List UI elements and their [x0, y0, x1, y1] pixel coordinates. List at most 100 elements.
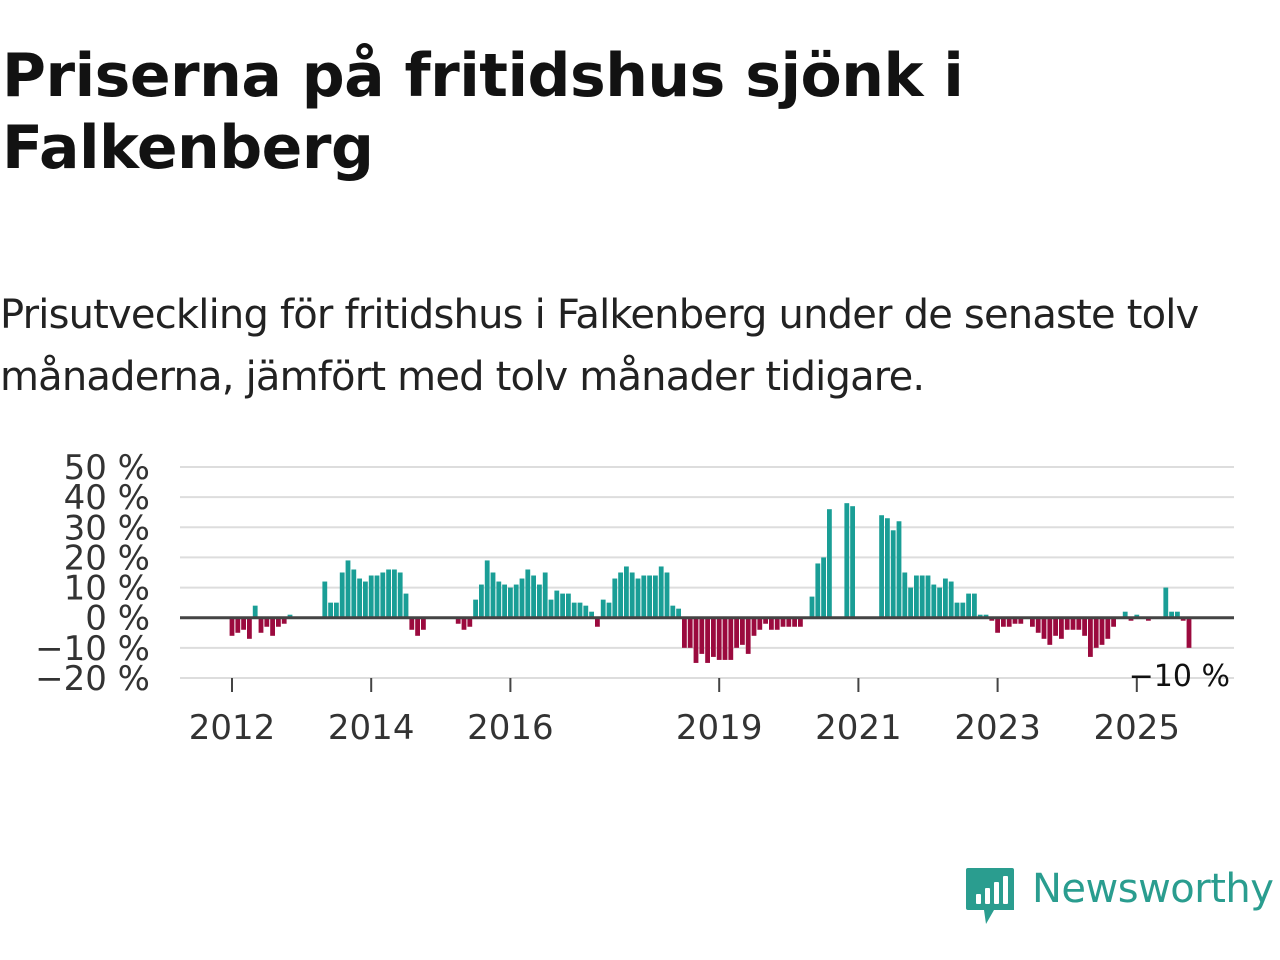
- bar: [1001, 617, 1006, 627]
- bar: [1134, 614, 1140, 618]
- bar: [1088, 617, 1093, 657]
- chart-title: Priserna på fritidshus sjönk i Falkenber…: [2, 41, 964, 183]
- bar: [919, 575, 925, 618]
- bar: [473, 599, 478, 618]
- bar: [502, 584, 507, 618]
- bar: [484, 560, 490, 618]
- bar: [490, 572, 496, 618]
- bar: [1006, 617, 1012, 627]
- bar: [415, 617, 420, 636]
- last-value-annotation: −10 %: [1129, 659, 1230, 694]
- bar: [606, 602, 612, 618]
- bar: [247, 617, 252, 639]
- bar: [276, 617, 281, 627]
- bar: [699, 617, 705, 654]
- x-tick-label: 2025: [1094, 708, 1181, 748]
- bar: [241, 617, 246, 630]
- bar: [844, 503, 850, 618]
- bars: [229, 503, 1192, 663]
- bar: [589, 611, 594, 618]
- bar: [496, 581, 502, 618]
- bar: [519, 578, 525, 618]
- bar: [879, 515, 884, 618]
- y-tick-label: −10 %: [35, 629, 150, 669]
- bar: [728, 617, 734, 660]
- bar: [1076, 617, 1082, 630]
- bar: [937, 587, 942, 618]
- bar: [322, 581, 328, 618]
- bar: [705, 617, 710, 663]
- bar: [751, 617, 757, 636]
- bar: [363, 581, 368, 618]
- bar: [977, 614, 983, 618]
- bar: [537, 584, 542, 618]
- y-tick-label: 50 %: [64, 448, 150, 488]
- bar: [1082, 617, 1087, 636]
- bar: [734, 617, 739, 648]
- bar: [914, 575, 919, 618]
- bar: [1012, 617, 1018, 624]
- bar: [392, 569, 397, 618]
- bar: [827, 509, 832, 618]
- bar: [1169, 611, 1174, 618]
- bar: [1041, 617, 1047, 639]
- bar: [252, 605, 258, 618]
- bar: [1047, 617, 1053, 645]
- bar: [374, 575, 380, 618]
- x-tick-label: 2012: [189, 708, 276, 748]
- bar: [1093, 617, 1099, 648]
- bar: [386, 569, 391, 618]
- bar: [931, 584, 937, 618]
- bar: [258, 617, 264, 633]
- bar: [722, 617, 728, 660]
- bar: [1059, 617, 1064, 639]
- bar: [571, 602, 577, 618]
- bar: [908, 587, 913, 618]
- bar: [740, 617, 745, 645]
- bar: [264, 617, 270, 627]
- bar: [479, 584, 484, 618]
- bar: [676, 608, 681, 618]
- bar: [1030, 617, 1035, 627]
- bar: [670, 605, 676, 618]
- bar: [809, 596, 815, 618]
- bar: [774, 617, 780, 630]
- bar: [583, 605, 589, 618]
- bar: [792, 617, 797, 627]
- bar: [595, 617, 600, 627]
- x-axis: 2012 2014 2016 2019 2021 2023 2025: [189, 678, 1180, 748]
- bar: [658, 566, 664, 618]
- bar: [989, 617, 995, 621]
- bar: [1035, 617, 1041, 633]
- bar: [850, 506, 855, 618]
- bar: [281, 617, 287, 624]
- bar-chart: 50 %40 %30 %20 %10 %0 %−10 %−20 % 2012 20…: [35, 448, 1234, 748]
- bar: [815, 563, 821, 618]
- bar: [954, 602, 960, 618]
- bar: [1163, 587, 1169, 618]
- bar: [513, 584, 519, 618]
- chart-subtitle: Prisutveckling för fritidshus i Falkenbe…: [0, 292, 1199, 400]
- annotation: −10 %: [1129, 659, 1230, 694]
- bar: [925, 575, 931, 618]
- bar: [577, 602, 583, 618]
- bar: [339, 572, 345, 618]
- bar: [368, 575, 374, 618]
- bar: [966, 593, 971, 618]
- bar: [885, 518, 890, 618]
- bar: [763, 617, 768, 624]
- bar: [745, 617, 751, 654]
- y-axis-labels: 50 %40 %30 %20 %10 %0 %−10 %−20 %: [35, 448, 150, 699]
- bar: [629, 572, 635, 618]
- bar: [757, 617, 763, 630]
- bar: [560, 593, 565, 618]
- bar: [1018, 617, 1024, 624]
- bar: [328, 602, 333, 618]
- bar: [1122, 611, 1128, 618]
- newsworthy-logo[interactable]: Newsworthy: [964, 864, 1276, 928]
- bar: [653, 575, 658, 618]
- bar: [635, 578, 641, 618]
- bar: [1128, 617, 1134, 621]
- bar: [821, 557, 826, 618]
- bar: [618, 572, 623, 618]
